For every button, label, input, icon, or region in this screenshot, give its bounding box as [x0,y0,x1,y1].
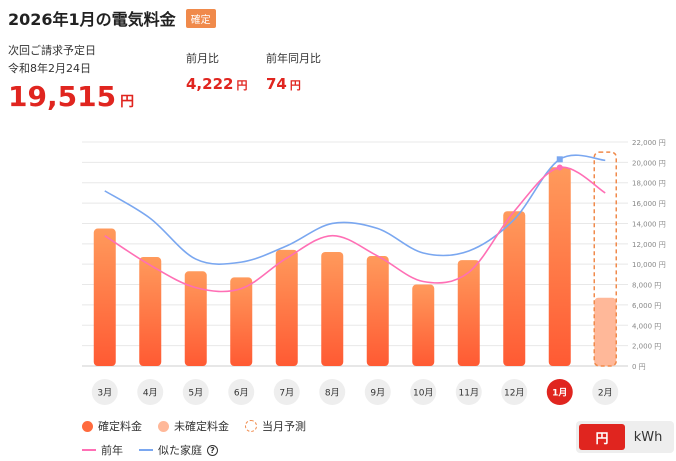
y-tick-label: 18,000 円 [632,180,666,188]
x-tick-badge[interactable] [182,379,209,405]
x-tick-label: 3月 [97,388,112,399]
x-tick-badge[interactable] [410,379,437,405]
prev-year-label: 前年同月比 [266,52,321,65]
legend-forecast-swatch [245,420,257,432]
y-tick-label: 22,000 円 [632,139,666,147]
prev-year-value: 74 円 [266,74,321,93]
y-tick-label: 4,000 円 [632,322,661,330]
bar-confirmed [230,277,253,366]
x-tick-badge[interactable] [501,379,528,405]
legend-prev-year-label: 前年 [101,444,123,457]
legend-row-2: 前年 似た家庭? [82,442,218,458]
x-tick-label: 6月 [234,388,249,399]
legend-confirmed-swatch [82,420,93,432]
x-tick-badge[interactable] [364,379,391,405]
prev-month-value: 4,222 円 [186,74,247,93]
x-tick-badge[interactable] [546,379,573,405]
legend-forecast: 当月予測 [245,418,306,434]
x-tick-badge[interactable] [228,379,255,405]
page-title: 2026年1月の電気料金 [8,10,176,29]
x-tick-label: 11月 [459,388,479,399]
bar-forecast-outline [593,151,617,367]
x-tick-label: 7月 [279,388,294,399]
x-tick-label: 10月 [413,388,433,399]
bar-confirmed [93,228,116,366]
x-tick-badge[interactable] [592,379,619,405]
bar-confirmed [412,284,435,366]
status-badge: 確定 [185,8,216,28]
prev-month-unit: 円 [236,79,248,92]
prev-month-comparison: 前月比 4,222 円 [186,50,247,93]
legend-forecast-label: 当月予測 [262,420,306,433]
x-tick-badge[interactable] [273,379,300,405]
billing-chart: 0 円 2,000 円 4,000 円 6,000 円 8,000 円 10,000 円 1… [82,139,666,405]
legend-prev-year-swatch [82,449,96,451]
legend-row-1: 確定料金 未確定料金 当月予測 [82,418,306,434]
prev-year-unit: 円 [289,79,301,92]
x-tick-label: 1月 [552,388,567,399]
line-similar-home [104,154,606,265]
y-tick-label: 14,000 円 [632,220,666,228]
due-date-value: 令和8年2月24日 [8,62,91,75]
legend-similar-home: 似た家庭? [139,442,218,458]
y-tick-label: 16,000 円 [632,200,666,208]
legend-unconfirmed-swatch [158,420,169,432]
marker-similar-home [556,156,563,163]
legend-unconfirmed-label: 未確定料金 [174,420,229,433]
prev-month-amount: 4,222 [186,75,234,93]
bar-confirmed [275,249,298,366]
bar-confirmed [184,271,207,366]
prev-year-amount: 74 [266,75,287,93]
title-row: 2026年1月の電気料金 確定 [8,6,216,30]
x-tick-label: 4月 [143,388,158,399]
x-tick-badge[interactable] [91,379,118,405]
unit-toggle-kwh[interactable]: kWh [633,429,663,445]
legend-unconfirmed: 未確定料金 [158,418,229,434]
y-tick-label: 20,000 円 [632,159,666,167]
x-tick-badge[interactable] [137,379,164,405]
x-tick-badge[interactable] [319,379,346,405]
x-tick-label: 8月 [325,388,340,399]
help-icon[interactable]: ? [207,444,218,456]
legend-confirmed-label: 確定料金 [98,420,142,433]
x-tick-badge[interactable] [455,379,482,405]
marker-prev-year [556,164,563,171]
bar-confirmed [548,167,571,366]
billing-amount-value: 19,515 [8,80,117,113]
legend-confirmed: 確定料金 [82,418,142,434]
prev-year-comparison: 前年同月比 74 円 [266,50,321,93]
bar-confirmed [321,251,344,366]
legend-similar-home-label: 似た家庭 [158,444,202,457]
unit-toggle: 円 kWh [576,421,674,453]
x-tick-label: 12月 [504,388,524,399]
x-tick-label: 2月 [598,388,613,399]
x-tick-label: 5月 [188,388,203,399]
prev-month-label: 前月比 [186,52,219,65]
y-tick-label: 2,000 円 [632,343,661,351]
bar-confirmed [139,257,162,366]
y-tick-label: 6,000 円 [632,302,661,310]
bar-confirmed [503,211,526,366]
legend-similar-home-swatch [139,449,153,451]
bar-confirmed [457,260,480,366]
bar-unconfirmed [594,297,617,366]
legend-prev-year: 前年 [82,442,123,458]
billing-amount-unit: 円 [120,94,135,110]
y-tick-label: 8,000 円 [632,282,661,290]
due-date-label: 次回ご請求予定日 [8,44,96,57]
unit-toggle-yen[interactable]: 円 [579,424,625,450]
y-tick-label: 0 円 [632,363,646,371]
y-tick-label: 12,000 円 [632,241,666,249]
line-prev-year [104,166,606,293]
x-tick-label: 9月 [370,388,385,399]
billing-amount: 19,515 円 [8,80,134,113]
bar-confirmed [366,256,389,366]
y-tick-label: 10,000 円 [632,261,666,269]
